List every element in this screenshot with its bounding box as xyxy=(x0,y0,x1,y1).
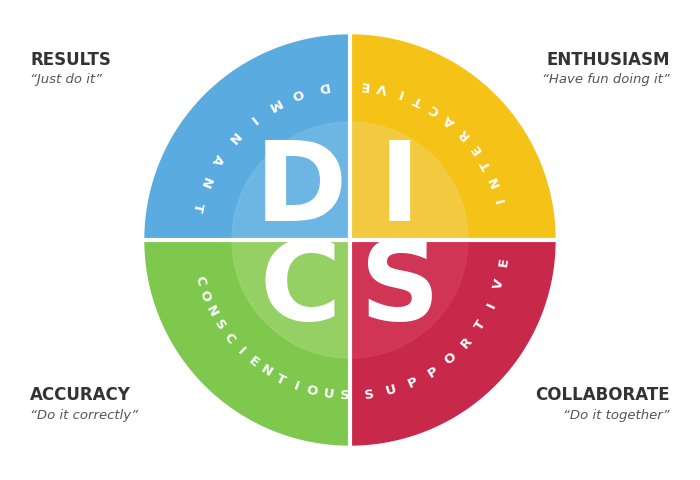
Text: I: I xyxy=(234,345,247,357)
Text: S: S xyxy=(340,389,349,402)
Text: E: E xyxy=(468,141,484,156)
Text: V: V xyxy=(376,80,389,95)
Text: O: O xyxy=(304,384,319,399)
Text: C: C xyxy=(192,274,207,287)
Polygon shape xyxy=(350,35,555,240)
Text: R: R xyxy=(456,126,472,142)
Text: N: N xyxy=(203,303,220,319)
Polygon shape xyxy=(145,240,350,445)
Text: A: A xyxy=(442,112,458,129)
Polygon shape xyxy=(350,122,468,240)
Text: I: I xyxy=(246,113,258,126)
Text: “Have fun doing it”: “Have fun doing it” xyxy=(542,73,670,86)
Text: “Do it together”: “Do it together” xyxy=(564,408,670,421)
Text: E: E xyxy=(497,256,512,267)
Text: O: O xyxy=(442,350,459,367)
Text: U: U xyxy=(322,387,335,401)
Text: V: V xyxy=(492,277,508,290)
Text: I: I xyxy=(396,86,405,100)
Text: C: C xyxy=(427,101,442,118)
Text: M: M xyxy=(265,96,282,113)
Text: S: S xyxy=(360,236,440,343)
Text: R: R xyxy=(458,335,475,351)
Text: N: N xyxy=(258,363,274,380)
Text: P: P xyxy=(425,364,440,380)
Text: T: T xyxy=(274,372,288,387)
Polygon shape xyxy=(145,35,350,240)
Text: O: O xyxy=(197,288,213,304)
Text: E: E xyxy=(358,78,369,92)
Text: T: T xyxy=(478,157,494,172)
Text: N: N xyxy=(197,175,214,190)
Text: “Do it correctly”: “Do it correctly” xyxy=(30,408,138,421)
Text: I: I xyxy=(291,379,300,393)
Text: U: U xyxy=(384,383,398,398)
Text: T: T xyxy=(412,92,425,108)
Text: S: S xyxy=(363,388,374,402)
Text: RESULTS: RESULTS xyxy=(30,51,111,69)
Text: C: C xyxy=(260,236,341,343)
Text: D: D xyxy=(254,137,346,244)
Text: I: I xyxy=(379,137,420,244)
Text: “Just do it”: “Just do it” xyxy=(30,73,102,86)
Text: ACCURACY: ACCURACY xyxy=(30,386,131,404)
Polygon shape xyxy=(350,240,468,358)
Text: N: N xyxy=(224,129,241,146)
Text: O: O xyxy=(290,85,305,101)
Text: T: T xyxy=(473,317,489,332)
Text: ENTHUSIASM: ENTHUSIASM xyxy=(547,51,670,69)
Text: A: A xyxy=(209,151,225,167)
Text: P: P xyxy=(405,375,419,391)
Text: T: T xyxy=(190,202,205,214)
Text: I: I xyxy=(484,300,498,310)
Text: C: C xyxy=(221,331,237,347)
Text: I: I xyxy=(494,196,508,204)
Text: E: E xyxy=(246,354,260,370)
Polygon shape xyxy=(232,122,350,240)
Polygon shape xyxy=(232,240,350,358)
Text: D: D xyxy=(316,79,330,94)
Text: COLLABORATE: COLLABORATE xyxy=(536,386,670,404)
Text: S: S xyxy=(211,318,228,333)
Text: N: N xyxy=(486,174,503,189)
Polygon shape xyxy=(350,240,555,445)
